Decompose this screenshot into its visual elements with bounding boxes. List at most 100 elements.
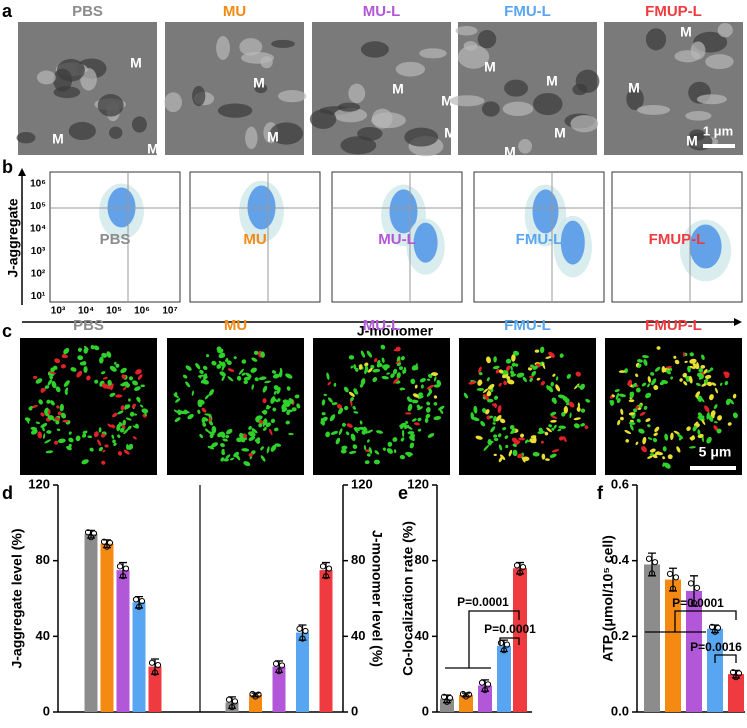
organelle (121, 374, 127, 380)
y-tick-label: 40 (36, 628, 50, 643)
flow-y-tick: 10⁶ (30, 179, 46, 190)
organelle (250, 367, 257, 373)
organelle (70, 367, 77, 372)
organelle (629, 424, 634, 431)
organelle (548, 424, 553, 428)
y-axis-label: J-aggregate level (%) (9, 528, 25, 668)
organelle (486, 415, 491, 420)
organelle (272, 373, 280, 379)
organelle (662, 456, 666, 460)
organelle (404, 412, 412, 415)
y-tick-label: 0.2 (611, 628, 629, 643)
organelle (647, 383, 650, 388)
group-label: PBS (100, 231, 131, 248)
organelle (208, 417, 212, 422)
tem-texture (131, 116, 147, 133)
organelle (433, 402, 438, 406)
organelle (426, 378, 431, 381)
organelle (528, 375, 534, 379)
organelle (399, 424, 404, 428)
organelle (499, 454, 506, 461)
organelle (230, 457, 235, 461)
group-label: PBS (73, 317, 104, 334)
organelle (320, 418, 325, 426)
organelle (353, 427, 359, 434)
organelle (144, 412, 147, 417)
organelle (122, 419, 126, 426)
organelle (475, 435, 483, 440)
organelle (563, 406, 568, 414)
data-point (138, 598, 146, 605)
organelle (274, 427, 279, 432)
organelle (335, 437, 341, 445)
organelle (195, 362, 201, 370)
organelle (618, 393, 626, 398)
mito-label: M (253, 75, 265, 91)
organelle (440, 409, 444, 414)
organelle (424, 418, 429, 423)
organelle (86, 375, 91, 381)
scale-bar (703, 144, 735, 148)
organelle (90, 344, 95, 350)
organelle (116, 423, 121, 432)
organelle (48, 370, 57, 375)
panel-label: e (398, 483, 408, 503)
organelle (132, 380, 138, 386)
organelle (698, 368, 704, 373)
bar (272, 666, 286, 712)
data-point (446, 694, 454, 702)
organelle (99, 356, 104, 364)
organelle (328, 397, 333, 403)
organelle (352, 444, 358, 450)
organelle (77, 355, 84, 361)
organelle (662, 446, 667, 452)
data-point (302, 627, 309, 635)
organelle (128, 398, 131, 402)
bracket (645, 610, 737, 633)
organelle (201, 407, 207, 413)
organelle (132, 425, 139, 429)
organelle (123, 449, 130, 455)
organelle (511, 354, 516, 362)
organelle (425, 407, 431, 413)
organelle (201, 416, 206, 424)
organelle (635, 441, 639, 446)
organelle (686, 426, 691, 431)
organelle (492, 365, 500, 370)
organelle (63, 380, 70, 387)
tem-texture (239, 38, 263, 56)
organelle (708, 415, 714, 422)
organelle (269, 428, 273, 436)
organelle (405, 451, 413, 456)
organelle (696, 361, 700, 369)
organelle (117, 434, 121, 438)
tem-texture (36, 70, 56, 85)
organelle (226, 428, 233, 435)
organelle (555, 384, 561, 392)
organelle (126, 443, 129, 450)
organelle (175, 398, 181, 403)
organelle (197, 409, 201, 414)
organelle (486, 356, 491, 364)
organelle (482, 396, 486, 400)
organelle (654, 366, 661, 372)
organelle (288, 398, 294, 404)
organelle (199, 369, 204, 374)
tem-texture (481, 101, 500, 117)
bracket (499, 637, 520, 645)
organelle (410, 433, 416, 437)
organelle (285, 373, 293, 379)
tem-texture (240, 51, 275, 64)
data-point (90, 530, 98, 537)
organelle (664, 462, 671, 469)
mito-label: M (484, 59, 496, 75)
organelle (137, 374, 143, 380)
organelle (689, 358, 697, 364)
organelle (127, 443, 134, 450)
organelle (75, 435, 81, 442)
organelle (498, 456, 503, 463)
organelle (251, 357, 258, 362)
organelle (220, 431, 226, 438)
organelle (122, 368, 127, 372)
organelle (713, 425, 719, 431)
